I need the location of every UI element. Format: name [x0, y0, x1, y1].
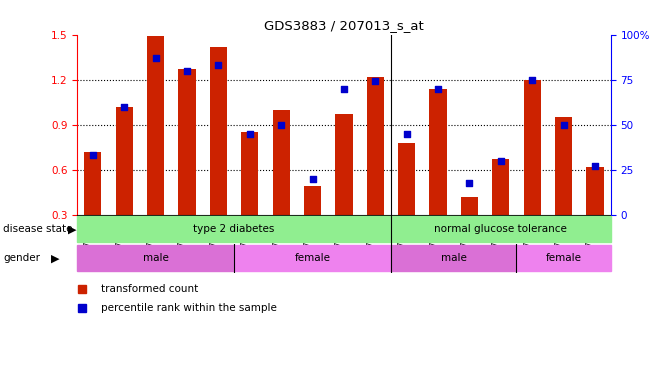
Text: normal glucose tolerance: normal glucose tolerance [434, 224, 567, 235]
Text: ▶: ▶ [52, 253, 60, 263]
Bar [429, 89, 447, 215]
Bar [178, 69, 196, 215]
Text: percentile rank within the sample: percentile rank within the sample [101, 303, 277, 313]
Point [213, 62, 223, 68]
Text: male: male [143, 253, 168, 263]
Text: disease state: disease state [3, 224, 73, 235]
Bar [398, 143, 415, 215]
Point [276, 122, 287, 128]
Text: type 2 diabetes: type 2 diabetes [193, 224, 274, 235]
Bar [391, 245, 517, 271]
Point [527, 77, 537, 83]
Point [182, 68, 193, 74]
Bar [336, 114, 352, 215]
Point [370, 78, 380, 84]
Bar [77, 217, 391, 242]
Point [244, 131, 255, 137]
Bar [523, 80, 541, 215]
Point [119, 104, 130, 110]
Text: female: female [295, 253, 331, 263]
Text: ▶: ▶ [68, 224, 76, 235]
Point [87, 152, 98, 159]
Bar [210, 46, 227, 215]
Bar [586, 167, 603, 215]
Point [433, 86, 444, 92]
Bar [304, 187, 321, 215]
Text: gender: gender [3, 253, 40, 263]
Bar [115, 107, 133, 215]
Point [558, 122, 569, 128]
Point [150, 55, 161, 61]
Bar [391, 217, 611, 242]
Text: female: female [546, 253, 582, 263]
Bar [77, 245, 234, 271]
Bar [147, 36, 164, 215]
Bar [366, 77, 384, 215]
Bar [461, 197, 478, 215]
Point [590, 163, 601, 169]
Point [464, 179, 475, 185]
Point [339, 86, 350, 92]
Title: GDS3883 / 207013_s_at: GDS3883 / 207013_s_at [264, 19, 424, 32]
Bar [234, 245, 391, 271]
Bar [272, 110, 290, 215]
Point [307, 176, 318, 182]
Point [401, 131, 412, 137]
Bar [492, 159, 509, 215]
Text: transformed count: transformed count [101, 284, 199, 294]
Point [495, 158, 506, 164]
Text: male: male [441, 253, 466, 263]
Bar [517, 245, 611, 271]
Bar [555, 117, 572, 215]
Bar [85, 152, 101, 215]
Bar [241, 132, 258, 215]
